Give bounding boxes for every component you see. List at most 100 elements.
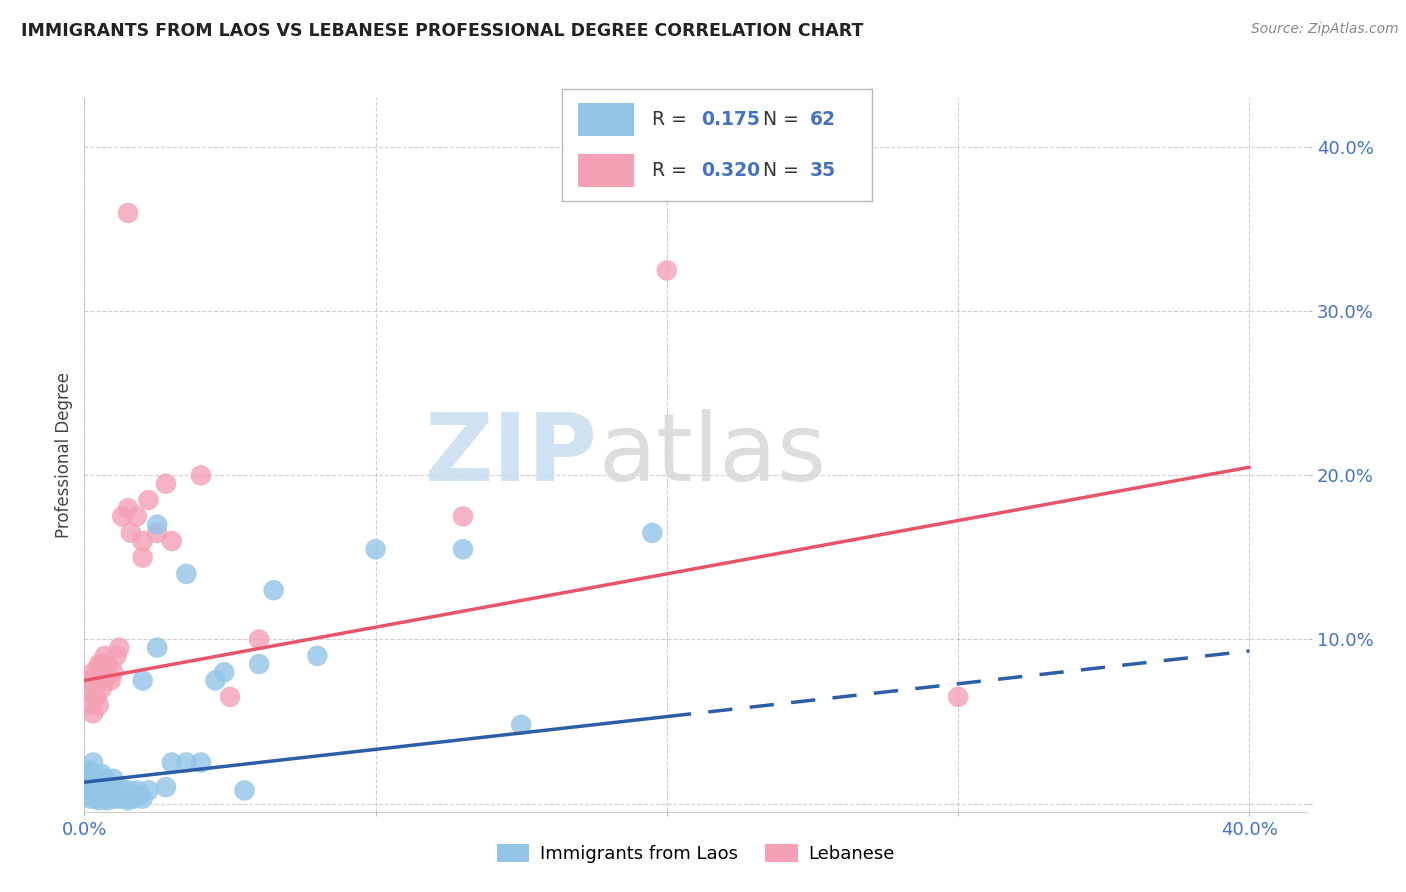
Point [111,509,134,524]
Point [82,756,104,770]
Point [120,525,142,540]
Point [84,772,107,786]
Point [219,690,242,704]
Point [84,690,107,704]
Text: R =: R = [652,110,693,128]
Point [90,789,112,803]
Point [364,542,387,557]
Point [204,673,226,688]
Point [131,534,153,549]
Point [233,783,256,797]
Point [117,501,139,516]
Point [97,657,120,671]
Point [100,780,122,794]
Point [90,767,112,781]
Text: ZIP: ZIP [425,409,598,501]
Point [103,665,125,680]
Point [125,783,148,797]
Point [138,783,160,797]
Point [105,648,128,663]
Text: N =: N = [763,161,806,180]
Point [82,789,104,803]
Point [146,640,169,655]
Point [247,657,270,671]
Point [103,783,125,797]
Point [190,468,212,483]
Point [117,783,139,797]
Point [76,767,98,781]
Point [105,789,128,803]
Point [131,673,153,688]
Point [97,777,120,791]
Point [87,777,110,791]
Point [93,648,115,663]
Point [93,772,115,786]
Point [451,542,474,557]
Point [87,657,110,671]
Text: 35: 35 [810,161,837,180]
Point [87,793,110,807]
Point [247,632,270,647]
Text: 0.320: 0.320 [702,161,761,180]
Text: Source: ZipAtlas.com: Source: ZipAtlas.com [1251,22,1399,37]
Point [93,783,115,797]
Point [93,673,115,688]
Point [125,509,148,524]
Text: 62: 62 [810,110,835,128]
Point [82,706,104,721]
Point [82,665,104,680]
Point [90,780,112,794]
Point [97,793,120,807]
Point [120,789,142,803]
Point [117,206,139,220]
Point [146,525,169,540]
Point [97,785,120,799]
Point [128,789,150,803]
Point [87,785,110,799]
Point [103,772,125,786]
Point [155,476,177,491]
Point [79,791,101,805]
Point [307,648,329,663]
Point [103,791,125,805]
Point [79,698,101,712]
Point [108,780,131,794]
Point [146,517,169,532]
Point [90,681,112,696]
Point [79,764,101,778]
Point [160,756,183,770]
Y-axis label: Professional Degree: Professional Degree [55,372,73,538]
Point [108,640,131,655]
Point [79,783,101,797]
Point [641,525,664,540]
Point [93,791,115,805]
Point [82,772,104,786]
Point [655,263,678,277]
Point [263,583,285,598]
Point [131,791,153,805]
Point [138,493,160,508]
Point [510,718,533,732]
Point [114,791,136,805]
Text: N =: N = [763,110,806,128]
Point [212,665,235,680]
Point [131,550,153,565]
Legend: Immigrants from Laos, Lebanese: Immigrants from Laos, Lebanese [489,837,903,871]
Point [108,791,131,805]
Text: 0.175: 0.175 [702,110,761,128]
Point [946,690,969,704]
Point [87,698,110,712]
Point [84,783,107,797]
Point [111,789,134,803]
Text: atlas: atlas [598,409,827,501]
Point [122,791,145,805]
Point [174,566,197,581]
Point [84,791,107,805]
Bar [578,153,634,187]
Point [160,534,183,549]
Point [76,685,98,699]
Point [82,780,104,794]
Point [79,673,101,688]
Text: R =: R = [652,161,693,180]
Point [79,777,101,791]
